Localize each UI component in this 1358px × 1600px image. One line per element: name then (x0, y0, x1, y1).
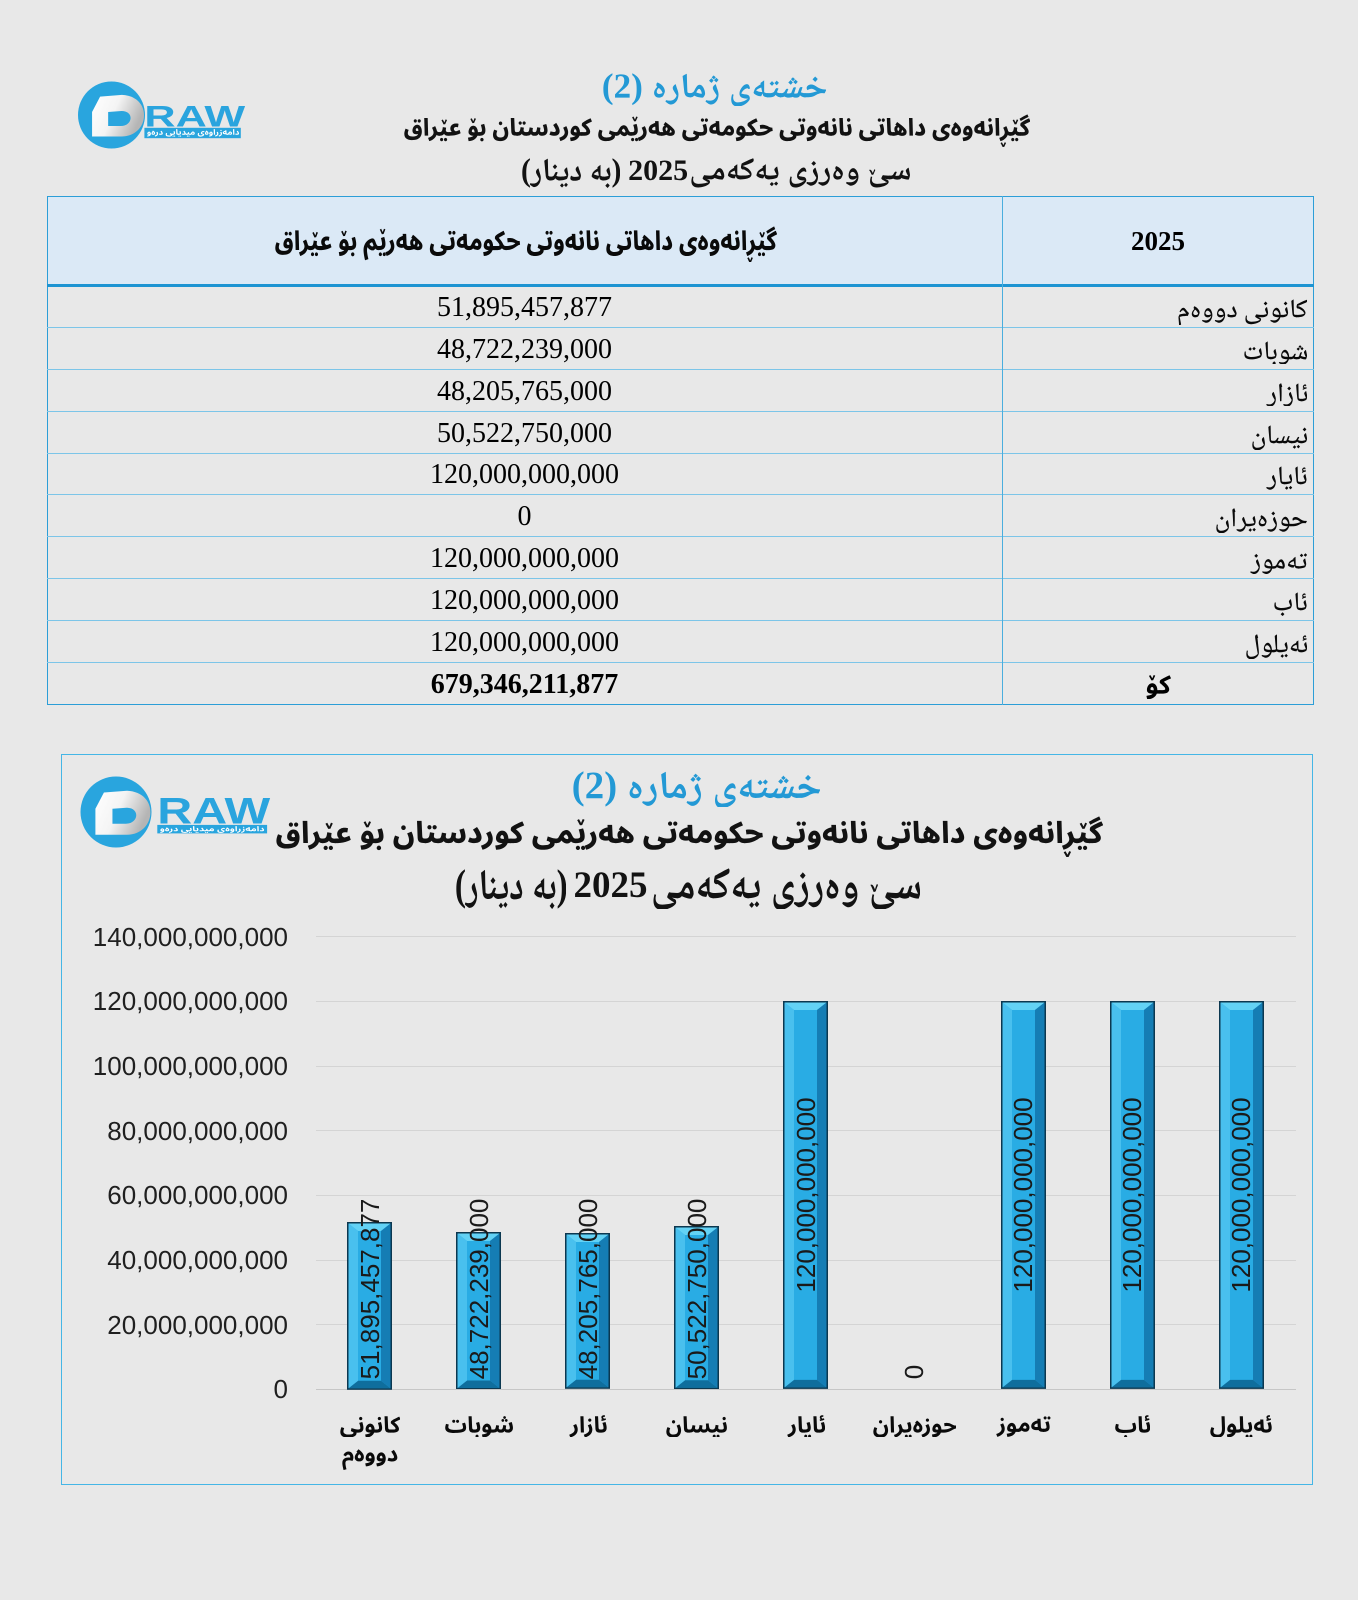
svg-text:RAW: RAW (144, 99, 246, 133)
